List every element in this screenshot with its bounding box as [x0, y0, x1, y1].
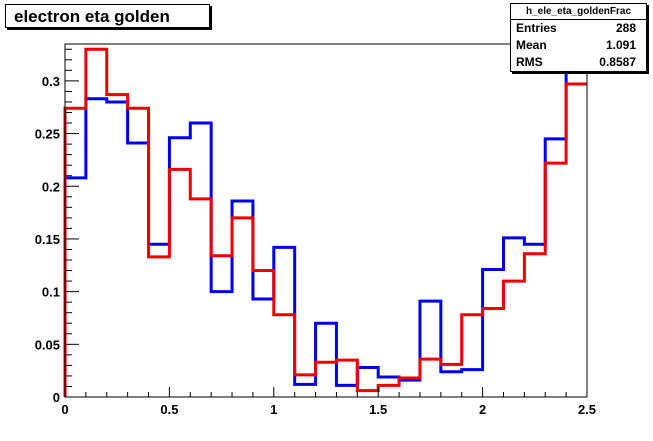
y-tick-label: 0.15 [35, 232, 60, 247]
y-tick-label: 0.25 [35, 127, 60, 142]
stats-row-rms: RMS 0.8587 [511, 54, 646, 71]
x-tick-label: 1.5 [369, 402, 387, 417]
stats-label: RMS [516, 55, 543, 69]
histogram-series-2 [63, 47, 587, 397]
stats-value: 0.8587 [599, 55, 636, 69]
stats-box: h_ele_eta_goldenFrac Entries 288 Mean 1.… [510, 3, 647, 72]
y-tick-label: 0.05 [35, 337, 60, 352]
stats-row-entries: Entries 288 [511, 20, 646, 37]
x-tick-label: 2 [479, 402, 486, 417]
stats-histogram-name: h_ele_eta_goldenFrac [511, 4, 646, 20]
stats-value: 1.091 [605, 38, 636, 52]
x-tick-label: 0.5 [160, 402, 178, 417]
series-layer [63, 42, 587, 397]
y-tick-label: 0.3 [42, 74, 60, 89]
x-tick-label: 0 [61, 402, 68, 417]
y-tick-label: 0.1 [42, 285, 60, 300]
y-tick-label: 0 [53, 390, 60, 405]
histogram-series-1 [63, 42, 587, 397]
y-tick-label: 0.2 [42, 179, 60, 194]
x-tick-label: 1 [270, 402, 277, 417]
axis-layer: 0 0.5 1 1.5 2 2.5 0 0.05 0.1 0.15 0.2 0.25 0.3 [35, 48, 596, 417]
stats-label: Mean [516, 38, 547, 52]
x-tick-label: 2.5 [578, 402, 596, 417]
chart-title: electron eta golden [5, 4, 210, 28]
stats-row-mean: Mean 1.091 [511, 37, 646, 54]
plot-frame [64, 43, 588, 398]
stats-label: Entries [516, 21, 557, 35]
stats-value: 288 [615, 21, 636, 35]
